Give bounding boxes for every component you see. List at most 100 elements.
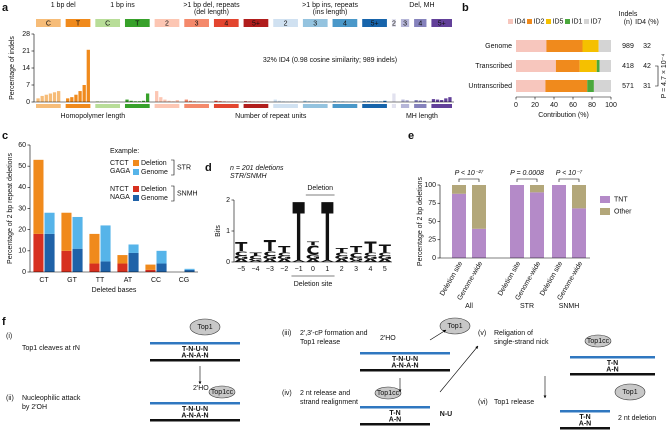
- x-tick-label: 0: [311, 266, 315, 273]
- x-tick-label: −3: [266, 266, 274, 273]
- bar-segment: [61, 250, 72, 272]
- bracket: [458, 178, 480, 182]
- legend-label: ID4: [515, 19, 526, 26]
- bar: [444, 98, 448, 102]
- top-strand: [360, 406, 430, 409]
- y-tick-label: 20: [18, 227, 26, 234]
- group-header-box: [273, 19, 298, 27]
- y-tick-label: 21: [22, 48, 30, 55]
- group-label: C: [46, 20, 51, 27]
- group-header-box: [362, 19, 387, 27]
- bar-segment: [33, 233, 44, 272]
- legend-group: STR: [177, 164, 191, 171]
- x-axis-label: Contribution (%): [538, 112, 589, 119]
- group-label: 5+: [371, 20, 379, 27]
- panel-letter: a: [2, 2, 9, 14]
- bar: [448, 97, 452, 102]
- bar-segment: [72, 248, 83, 272]
- step-text: by 2′OH: [22, 404, 47, 411]
- section-header: 1 bp ins: [110, 2, 135, 9]
- logo-letter: C: [306, 243, 319, 258]
- group-strip: [124, 104, 150, 108]
- enzyme-label: Top1: [197, 324, 212, 331]
- y-tick-label: 75: [428, 200, 436, 207]
- group-label: 4: [418, 20, 422, 27]
- bar-segment: [61, 212, 72, 251]
- group-label: STR: [520, 303, 534, 310]
- p-value: P < 10⁻⁷: [556, 170, 583, 177]
- logo-letter: A: [249, 260, 263, 262]
- bar-segment: [546, 40, 583, 52]
- bar: [52, 92, 57, 102]
- legend-swatch: [133, 186, 139, 192]
- legend-swatch: [546, 19, 551, 24]
- bar-segment: [452, 193, 466, 258]
- group-strip: [184, 104, 209, 108]
- bar-segment: [184, 269, 195, 272]
- bar: [307, 101, 311, 102]
- logo-letter: C: [335, 252, 348, 257]
- group-header-box: [124, 19, 150, 27]
- logo-letter: T: [336, 247, 349, 255]
- bar-segment: [510, 185, 524, 258]
- legend-swatch: [527, 19, 532, 24]
- category-label: Transcribed: [475, 63, 512, 70]
- x-tick-label: 2: [340, 266, 344, 273]
- logo-letter: A: [292, 260, 306, 262]
- legend-swatch: [133, 195, 139, 201]
- y-tick-label: 50: [18, 163, 26, 170]
- x-axis-label: Number of repeat units: [235, 113, 307, 120]
- y-tick-label: 2: [226, 197, 230, 204]
- hydroxyl-label: 2′HO: [193, 385, 209, 392]
- section-header: (ins length): [313, 9, 348, 16]
- x-tick-label: −4: [252, 266, 260, 273]
- section-header: Del, MH: [409, 2, 434, 9]
- logo-letter: T: [321, 186, 333, 280]
- logo-letter: A: [306, 258, 321, 263]
- bar: [82, 85, 86, 102]
- bar: [192, 101, 197, 102]
- bar: [129, 100, 133, 102]
- group-header-box: [36, 19, 61, 27]
- section-header: >1 bp ins, repeats: [302, 2, 358, 9]
- bottom-strand: [560, 427, 610, 430]
- column-header: (n): [624, 19, 633, 26]
- enzyme-label: Top1cc: [377, 390, 400, 397]
- enzyme-label: Top1: [622, 389, 637, 396]
- group-header-box: [400, 19, 410, 27]
- bar: [273, 99, 277, 102]
- logo-letter: T: [307, 241, 319, 246]
- bar: [74, 94, 78, 102]
- logo-letter: G: [306, 253, 321, 261]
- logo-letter: A: [263, 258, 278, 263]
- legend-label: Genome: [141, 195, 168, 202]
- result-label: 2 nt deletion: [618, 415, 656, 422]
- example-sequence: CTCT: [110, 160, 129, 167]
- step-id: (ii): [6, 395, 14, 402]
- logo-letter: C: [278, 252, 291, 257]
- legend-label: ID7: [591, 19, 602, 26]
- bar-segment: [516, 40, 547, 52]
- example-sequence: GAGA: [110, 168, 131, 175]
- bar-segment: [572, 185, 586, 209]
- logo-letter: C: [364, 252, 377, 257]
- top-strand: [570, 356, 655, 359]
- bar: [431, 99, 436, 102]
- group-label: 3: [403, 20, 407, 27]
- bracket: [558, 178, 580, 182]
- y-tick-label: 40: [18, 184, 26, 191]
- enzyme-oval: [584, 334, 612, 348]
- bracket: [516, 178, 538, 182]
- logo-letter: A: [378, 258, 393, 263]
- step-text: single-strand nick: [494, 339, 549, 346]
- bottom-strand: [360, 423, 430, 426]
- column-value: 31: [643, 83, 651, 90]
- bar: [435, 99, 440, 102]
- strand-sequence: T-N-U-N: [392, 356, 418, 363]
- bar-segment: [598, 40, 611, 52]
- bar-segment: [472, 228, 486, 258]
- group-strip: [95, 104, 121, 108]
- step-text: strand realignment: [300, 399, 358, 406]
- example-sequence: NAGA: [110, 194, 130, 201]
- chart-title: n = 201 deletions: [230, 165, 284, 172]
